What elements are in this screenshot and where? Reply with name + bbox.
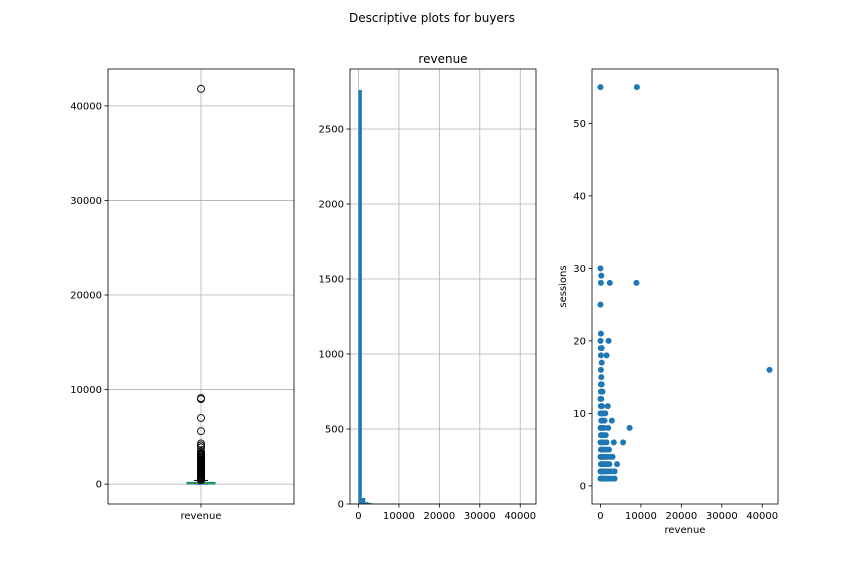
x-tick-label: 20000 [423,511,455,522]
y-tick-label: 20 [573,336,586,347]
scatter-point [605,337,612,344]
scatter-point [598,345,605,352]
y-tick-label: 50 [573,119,586,130]
scatter-point [605,446,612,453]
scatter-point [597,265,604,272]
axes-frame [107,68,295,505]
y-tick-label: 40000 [70,101,102,112]
y-axis-label: sessions [558,265,569,307]
x-tick-label: revenue [181,511,222,522]
histogram-bar [368,503,373,504]
outlier-point [197,84,205,93]
x-tick-label: 30000 [464,511,496,522]
y-tick-label: 1000 [319,350,344,361]
scatter-point [603,439,610,446]
scatter-axes: 0 10 20 30 40 50 0 10000 20000 30000 40000 revenue s… [558,68,779,536]
scatter-point [597,301,604,308]
scatter-point [598,374,605,381]
scatter-point [620,439,627,446]
outlier-point [197,427,205,436]
scatter-point [597,352,604,359]
scatter-point [766,366,773,373]
y-tick-label: 0 [96,480,102,491]
x-axis-label: revenue [665,525,706,536]
outlier-point [197,476,205,485]
scatter-point [598,395,605,402]
scatter-point [602,410,609,417]
scatter-point [602,432,609,439]
scatter-point [611,475,618,482]
scatter-point [606,461,613,468]
x-tick-label: 0 [355,511,361,522]
scatter-point [609,453,616,460]
x-tick-label: 10000 [383,511,415,522]
boxplot-axes: 0 10000 20000 30000 40000 revenue [70,68,295,522]
y-tick-label: 30 [573,264,586,275]
histogram-title: revenue [418,52,467,66]
y-tick-label: 10 [573,409,586,420]
scatter-point [599,403,606,410]
histogram-bar [358,90,362,504]
scatter-point [610,439,617,446]
scatter-point [604,403,611,410]
scatter-point [603,352,610,359]
y-tick-label: 10000 [70,385,102,396]
y-tick-label: 2500 [319,125,344,136]
histogram-axes: 0 500 1000 1500 2000 2500 0 10000 20000 30000 4000… [319,52,537,522]
scatter-point [614,461,621,468]
axes-frame [349,68,537,505]
scatter-point [633,279,640,286]
x-tick-label: 40000 [746,511,778,522]
outlier-point [197,439,205,448]
scatter-point [599,388,606,395]
y-tick-label: 20000 [70,291,102,302]
scatter-point [597,84,604,91]
scatter-point [597,337,604,344]
scatter-point [633,84,640,91]
y-tick-label: 0 [580,481,586,492]
scatter-point [601,417,608,424]
x-tick-label: 0 [597,511,603,522]
scatter-point [597,330,604,337]
axes-frame [591,68,779,505]
scatter-point [598,272,605,279]
x-tick-label: 20000 [665,511,697,522]
outlier-point [197,395,205,403]
scatter-point [597,381,604,388]
scatter-point [597,279,604,286]
figure-title: Descriptive plots for buyers [349,11,515,25]
histogram-bar [361,498,366,504]
scatter-point [597,366,604,373]
y-tick-label: 30000 [70,196,102,207]
scatter-point [605,424,612,431]
x-tick-label: 30000 [706,511,738,522]
scatter-point [606,279,613,286]
outlier-point [197,413,205,422]
x-tick-label: 10000 [625,511,657,522]
y-tick-label: 40 [573,191,586,202]
scatter-point [598,359,605,366]
outlier-point [197,441,205,450]
y-tick-label: 0 [338,500,344,511]
x-tick-label: 40000 [504,511,536,522]
y-tick-label: 2000 [319,200,344,211]
scatter-point [611,468,618,475]
y-tick-label: 1500 [319,275,344,286]
scatter-point [626,424,633,431]
scatter-point [608,417,615,424]
histogram-bar [365,502,369,504]
y-tick-label: 500 [325,425,344,436]
